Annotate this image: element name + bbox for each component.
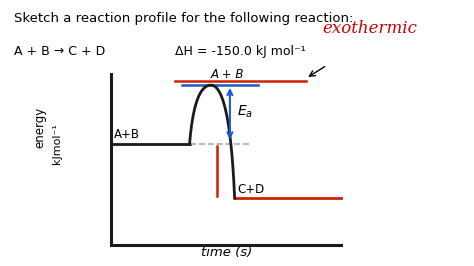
Text: ΔH = -150.0 kJ mol⁻¹: ΔH = -150.0 kJ mol⁻¹ [175, 45, 306, 58]
Text: energy: energy [34, 107, 47, 148]
Text: Sketch a reaction profile for the following reaction:: Sketch a reaction profile for the follow… [14, 12, 354, 25]
Text: A + B → C + D: A + B → C + D [14, 45, 106, 58]
Text: exothermic: exothermic [322, 20, 417, 37]
Text: A + B: A + B [211, 68, 244, 81]
Text: C+D: C+D [237, 182, 264, 196]
Text: A+B: A+B [114, 128, 140, 141]
Text: time (s): time (s) [201, 246, 252, 259]
Text: kJmol⁻¹: kJmol⁻¹ [52, 123, 62, 164]
Text: $E_a$: $E_a$ [237, 103, 253, 120]
